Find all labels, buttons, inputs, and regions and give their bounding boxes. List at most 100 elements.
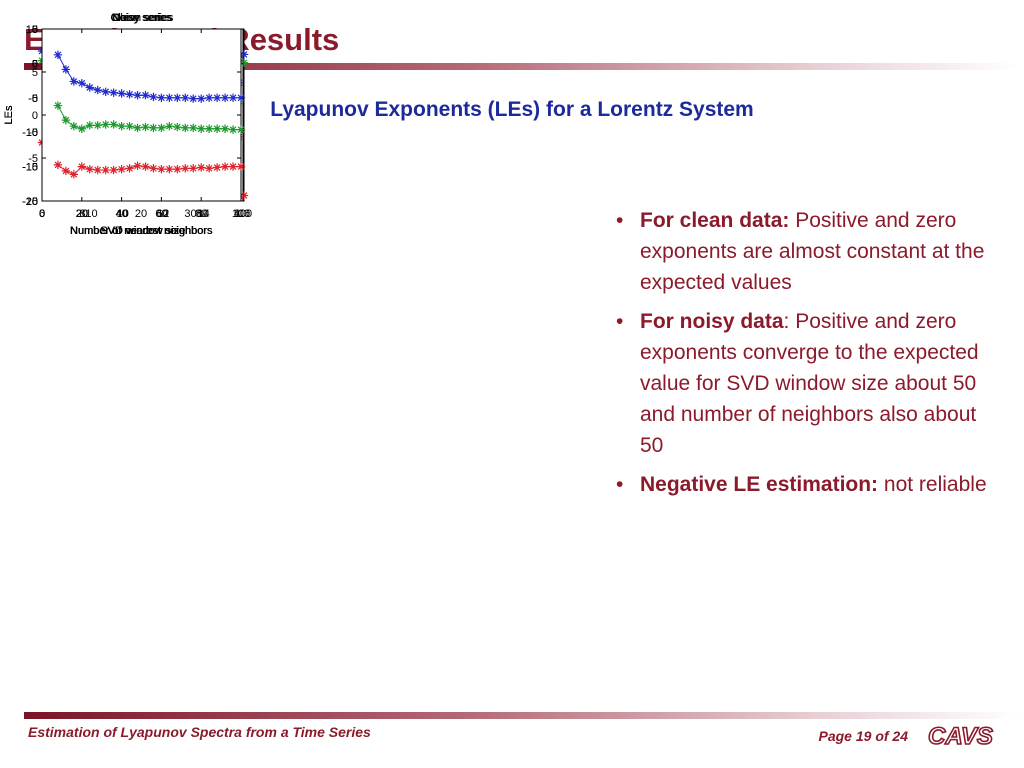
series-2 [53, 160, 246, 179]
chart-title: Clean series [112, 12, 174, 24]
x-tick-label: 0 [39, 208, 45, 220]
data-point [61, 65, 71, 74]
y-axis-label: LEs [3, 105, 15, 124]
data-point [236, 162, 246, 171]
x-tick-label: 0 [39, 208, 45, 220]
y-tick-label: 10 [26, 24, 38, 36]
data-point [85, 164, 94, 174]
bullet-lead: Negative LE estimation: [640, 473, 879, 496]
data-point [101, 87, 110, 96]
data-point [117, 89, 126, 98]
data-point [149, 123, 158, 133]
bullet-dot-icon: • [616, 473, 624, 496]
bullet-dot-icon: • [616, 209, 624, 232]
y-tick-label: -10 [22, 127, 38, 139]
data-point [53, 101, 63, 110]
data-point [204, 164, 214, 173]
y-tick-label: 5 [32, 24, 38, 36]
y-tick-label: -5 [28, 127, 38, 139]
footer-presentation-title: Estimation of Lyapunov Spectra from a Ti… [28, 724, 371, 740]
data-point [220, 162, 230, 171]
x-tick-label: 20 [135, 208, 147, 220]
data-point [101, 120, 110, 129]
x-axis-label: Number of nearest neighbors [70, 225, 213, 237]
y-tick-label: -15 [22, 162, 38, 174]
data-point [77, 162, 86, 171]
data-point [85, 83, 94, 92]
data-point [157, 123, 166, 133]
slide-subtitle: Lyapunov Exponents (LEs) for a Lorentz S… [270, 98, 754, 121]
data-point [157, 93, 166, 102]
data-point [109, 88, 118, 97]
data-point [228, 125, 238, 134]
y-tick-label: 5 [32, 24, 38, 36]
x-tick-label: 10 [85, 208, 97, 220]
y-tick-label: -10 [22, 162, 38, 174]
x-tick-label: 30 [184, 208, 196, 220]
data-point [220, 93, 230, 102]
y-tick-label: -5 [28, 93, 38, 105]
data-point [125, 121, 134, 131]
x-tick-label: 0 [39, 208, 45, 220]
data-point [157, 164, 166, 174]
y-tick-label: 0 [32, 110, 38, 122]
data-point [181, 164, 190, 173]
data-point [101, 165, 110, 175]
bullet-text: Positive and zero exponents are almost c… [640, 209, 985, 294]
y-tick-label: -20 [22, 196, 38, 208]
y-axis-label: LEs [3, 105, 15, 124]
footer-divider [24, 712, 1020, 719]
data-point [109, 120, 118, 129]
x-tick-label: 8 [79, 208, 85, 220]
chart-title: Noisy series [113, 12, 173, 24]
footer-page-number: Page 19 of 24 [818, 728, 909, 744]
x-tick-label: 6 [39, 208, 45, 220]
x-tick-label: 12 [157, 208, 169, 220]
data-point [228, 93, 238, 102]
data-point [239, 58, 249, 67]
bullet-negative-le: • Negative LE estimation: not reliable [612, 469, 992, 500]
bullet-lead: For noisy data [640, 310, 784, 333]
data-point [77, 78, 86, 88]
data-point [133, 91, 142, 100]
data-point [69, 121, 79, 131]
bullet-clean-data: • For clean data: Positive and zero expo… [612, 205, 992, 298]
x-tick-label: 40 [115, 208, 127, 220]
x-tick-label: 100 [234, 208, 252, 220]
x-tick-label: 20 [76, 208, 88, 220]
chart-title: Clean series [110, 12, 172, 24]
data-point [109, 165, 118, 175]
data-point [93, 121, 102, 130]
bullet-dot-icon: • [616, 310, 624, 333]
bullet-noisy-data: • For noisy data: Positive and zero expo… [612, 306, 992, 461]
x-tick-label: 100 [232, 208, 250, 220]
y-tick-label: 10 [26, 24, 38, 36]
y-tick-label: -10 [22, 127, 38, 139]
data-point [173, 122, 182, 132]
data-point [239, 191, 249, 200]
data-point [165, 121, 174, 131]
x-axis-label: Number of nearest neighbors [70, 225, 213, 237]
x-axis-label: SVD window size [100, 225, 185, 237]
data-point [220, 124, 230, 133]
data-point [141, 91, 150, 100]
y-tick-label: -10 [22, 196, 38, 208]
y-tick-label: 0 [32, 58, 38, 70]
x-tick-label: 16 [238, 208, 250, 220]
plot-area [41, 28, 242, 202]
data-point [181, 123, 190, 133]
data-point [212, 124, 222, 133]
data-point [204, 124, 214, 133]
bullet-list: • For clean data: Positive and zero expo… [612, 205, 992, 508]
data-point [173, 164, 182, 174]
data-point [165, 164, 174, 174]
bullet-text: not reliable [878, 473, 987, 496]
data-point [197, 163, 206, 172]
x-tick-label: 60 [155, 208, 167, 220]
data-point [204, 93, 214, 102]
data-point [149, 92, 158, 102]
chart-title: Noisy series [112, 12, 172, 24]
y-tick-label: 0 [32, 93, 38, 105]
data-point [53, 50, 63, 59]
